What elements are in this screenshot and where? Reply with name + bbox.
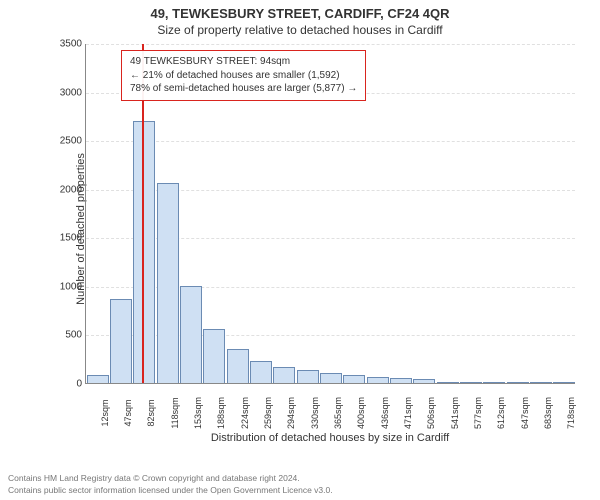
annotation-line2: ← 21% of detached houses are smaller (1,…: [130, 69, 357, 83]
y-tick-label: 3500: [60, 39, 86, 50]
histogram-bar: [157, 183, 179, 383]
page-title: 49, TEWKESBURY STREET, CARDIFF, CF24 4QR: [0, 0, 600, 21]
histogram-bar: [367, 377, 389, 383]
histogram-bar: [483, 382, 505, 383]
plot-area: 050010001500200025003000350012sqm47sqm82…: [85, 44, 575, 384]
x-tick-label: 506sqm: [424, 397, 436, 429]
x-tick-label: 153sqm: [191, 397, 203, 429]
x-tick-label: 436sqm: [378, 397, 390, 429]
histogram-bar: [110, 299, 132, 384]
x-tick-label: 330sqm: [308, 397, 320, 429]
gridline: [86, 141, 575, 142]
histogram-bar: [507, 382, 529, 383]
x-tick-label: 647sqm: [518, 397, 530, 429]
chart-container: Number of detached properties 0500100015…: [55, 44, 575, 414]
histogram-bar: [390, 378, 412, 383]
y-tick-label: 1000: [60, 281, 86, 292]
histogram-bar: [203, 329, 225, 383]
gridline: [86, 44, 575, 45]
annotation-line3: 78% of semi-detached houses are larger (…: [130, 82, 357, 96]
x-tick-label: 577sqm: [471, 397, 483, 429]
footer-line2: Contains public sector information licen…: [8, 485, 333, 496]
x-tick-label: 259sqm: [261, 397, 273, 429]
x-tick-label: 718sqm: [564, 397, 576, 429]
footer-attribution: Contains HM Land Registry data © Crown c…: [8, 473, 333, 496]
x-axis-label: Distribution of detached houses by size …: [85, 432, 575, 444]
page-subtitle: Size of property relative to detached ho…: [0, 21, 600, 37]
x-tick-label: 118sqm: [168, 397, 180, 428]
histogram-bar: [227, 349, 249, 383]
x-tick-label: 683sqm: [541, 397, 553, 429]
histogram-bar: [343, 375, 365, 383]
x-tick-label: 365sqm: [331, 397, 343, 429]
x-tick-label: 224sqm: [238, 397, 250, 429]
histogram-bar: [530, 382, 552, 383]
histogram-bar: [250, 361, 272, 383]
histogram-bar: [460, 382, 482, 383]
y-tick-label: 2000: [60, 184, 86, 195]
x-tick-label: 541sqm: [448, 397, 460, 429]
histogram-bar: [320, 373, 342, 383]
footer-line1: Contains HM Land Registry data © Crown c…: [8, 473, 333, 484]
y-tick-label: 1500: [60, 233, 86, 244]
histogram-bar: [180, 286, 202, 383]
histogram-bar: [297, 370, 319, 383]
annotation-box: 49 TEWKESBURY STREET: 94sqm ← 21% of det…: [121, 50, 366, 101]
histogram-bar: [437, 382, 459, 383]
x-tick-label: 188sqm: [214, 397, 226, 429]
y-tick-label: 500: [65, 330, 86, 341]
x-tick-label: 400sqm: [354, 397, 366, 429]
annotation-line1: 49 TEWKESBURY STREET: 94sqm: [130, 55, 357, 69]
histogram-bar: [553, 382, 575, 383]
histogram-bar: [413, 379, 435, 383]
histogram-bar: [87, 375, 109, 383]
x-tick-label: 47sqm: [121, 399, 133, 426]
x-tick-label: 294sqm: [284, 397, 296, 429]
histogram-bar: [273, 367, 295, 384]
x-tick-label: 471sqm: [401, 397, 413, 429]
x-tick-label: 12sqm: [98, 399, 110, 426]
y-tick-label: 2500: [60, 136, 86, 147]
y-tick-label: 3000: [60, 87, 86, 98]
x-tick-label: 612sqm: [494, 397, 506, 429]
y-tick-label: 0: [76, 379, 86, 390]
x-tick-label: 82sqm: [144, 399, 156, 426]
